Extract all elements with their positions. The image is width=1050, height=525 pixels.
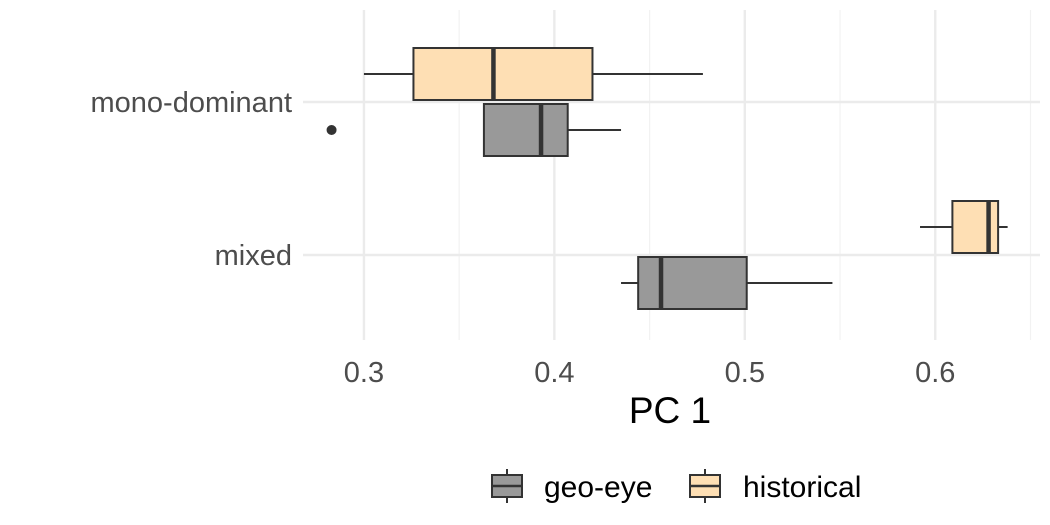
legend-label: historical [743,471,861,504]
outlier-point [326,125,337,135]
x-axis: 0.3 0.4 0.5 0.6 [344,357,956,389]
x-tick-label: 0.4 [534,357,574,389]
y-tick-label: mono-dominant [91,87,293,119]
x-axis-title: PC 1 [629,390,711,431]
legend-item-geo-eye: geo-eye [491,469,652,504]
box-historical-mixed [920,200,1008,254]
box-body [951,200,1000,254]
box-body [412,47,594,101]
y-axis: mono-dominant mixed [91,87,293,272]
box-geo-eye-mixed [621,256,833,310]
box-body [637,256,748,310]
x-tick-label: 0.6 [915,357,955,389]
legend-item-historical: historical [689,469,861,504]
x-tick-label: 0.3 [344,357,384,389]
boxes [326,47,1008,310]
legend: geo-eye historical [491,469,861,504]
legend-label: geo-eye [544,471,652,504]
box-historical-mono-dominant [363,47,703,101]
y-tick-label: mixed [215,240,292,272]
box-body [482,103,569,157]
x-tick-label: 0.5 [725,357,765,389]
box-geo-eye-mono-dominant [326,103,622,157]
